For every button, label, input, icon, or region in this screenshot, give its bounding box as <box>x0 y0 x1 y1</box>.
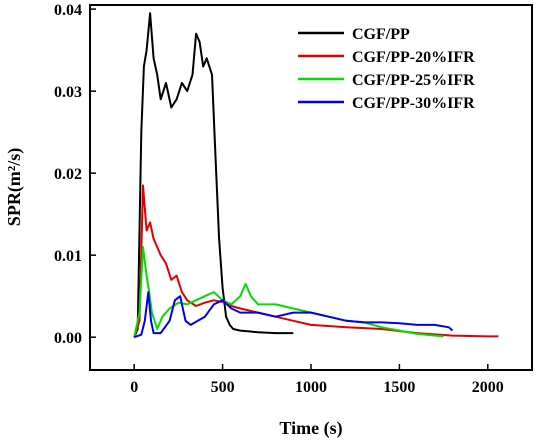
plot-area <box>133 12 499 339</box>
x-tick-label: 500 <box>211 379 235 396</box>
x-tick-label: 1500 <box>383 379 415 396</box>
series-line-4 <box>133 291 454 339</box>
y-axis: 0.00 0.01 0.02 0.03 0.04 <box>54 2 96 347</box>
series-line-1 <box>133 12 294 338</box>
legend-label: CGF/PP <box>352 26 410 43</box>
x-axis-title: Time (s) <box>279 418 342 439</box>
x-tick-label: 2000 <box>472 379 504 396</box>
legend-label: CGF/PP-30%IFR <box>352 95 475 112</box>
legend: CGF/PP CGF/PP-20%IFR CGF/PP-25%IFR CGF/PP-3… <box>298 26 475 112</box>
legend-label: CGF/PP-20%IFR <box>352 49 475 66</box>
y-tick-label: 0.04 <box>54 2 82 19</box>
y-tick-label: 0.03 <box>54 84 82 101</box>
legend-label: CGF/PP-25%IFR <box>352 72 475 89</box>
y-axis-title: SPR(m²/s) <box>4 148 25 226</box>
x-axis: 0 500 1000 1500 2000 <box>130 364 504 396</box>
x-tick-label: 0 <box>130 379 138 396</box>
x-tick-label: 1000 <box>295 379 327 396</box>
y-tick-label: 0.01 <box>54 248 82 265</box>
y-tick-label: 0.00 <box>54 330 82 347</box>
y-tick-label: 0.02 <box>54 166 82 183</box>
series-line-2 <box>133 184 499 338</box>
